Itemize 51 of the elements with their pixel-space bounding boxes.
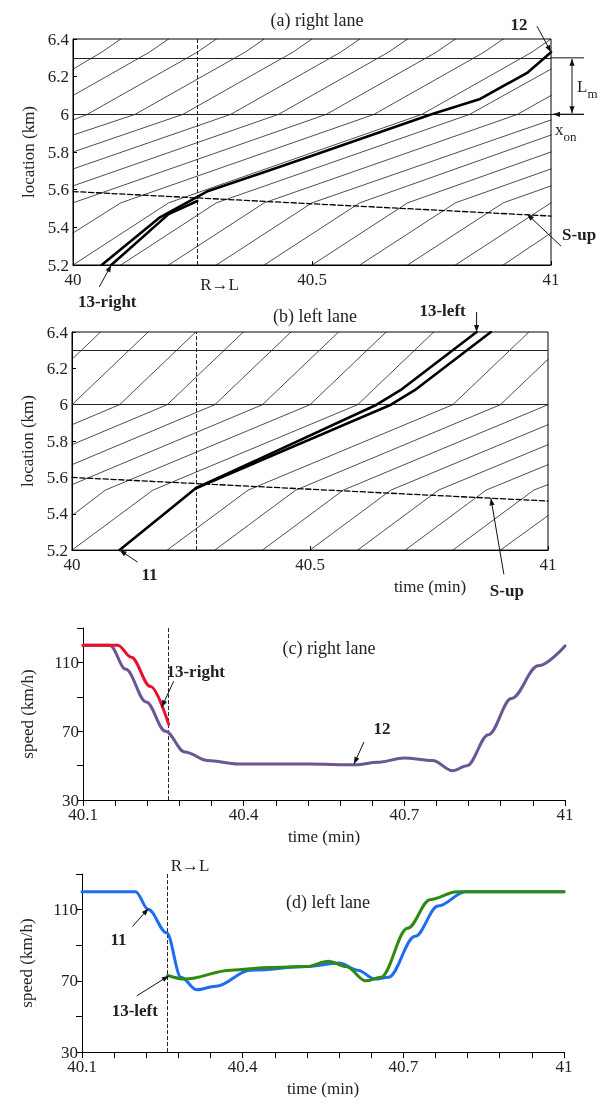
- y-axis-title: speed (km/h): [16, 918, 36, 1008]
- y-axis-title: speed (km/h): [17, 669, 37, 759]
- x-tick-label: 40.7: [389, 805, 420, 825]
- x-axis-title: time (min): [393, 577, 467, 596]
- annotation: 12: [373, 718, 391, 738]
- x-tick-label: 40.4: [227, 1057, 259, 1077]
- y-tick-label: 110: [54, 652, 79, 672]
- x-axis-title: time (min): [287, 827, 361, 846]
- y-tick-label: 110: [53, 900, 78, 920]
- text: L$_{m}$: [577, 76, 598, 102]
- x-tick-label: 41: [539, 555, 557, 575]
- ref-line-label: R→L: [200, 274, 240, 294]
- annotation: 13-right: [166, 661, 226, 681]
- annotation: 13-right: [77, 291, 137, 311]
- chart-title: (a) right lane: [270, 10, 364, 31]
- annotation: 11: [110, 929, 127, 949]
- chart-title: (b) left lane: [273, 306, 357, 327]
- y-tick-label: 70: [61, 971, 78, 991]
- y-tick-label: 6: [60, 104, 69, 124]
- x-axis-title: time (min): [286, 1079, 360, 1098]
- x-tick-label: 40.5: [297, 270, 327, 289]
- x-tick-label: 40.5: [295, 555, 325, 575]
- x-tick-label: 41: [556, 805, 574, 825]
- y-tick-label: 5.4: [47, 217, 70, 237]
- y-tick-label: 5.8: [47, 142, 69, 162]
- y-tick-label: 6.4: [47, 29, 70, 49]
- y-tick-label: 6.4: [46, 322, 69, 342]
- y-tick-label: 5.6: [46, 467, 68, 487]
- y-tick-label: 5.6: [47, 180, 69, 200]
- x-tick-label: 40.4: [228, 805, 260, 825]
- x-tick-label: 41: [542, 270, 560, 289]
- annotation: 13-left: [111, 1000, 159, 1020]
- y-tick-label: 70: [62, 721, 79, 741]
- annotation: 12: [510, 14, 528, 34]
- y-axis-title: location (km): [17, 395, 37, 488]
- text: (d) left lane: [286, 892, 370, 913]
- ref-line-label: x$_{on}$: [555, 119, 577, 145]
- annotation: 11: [141, 564, 158, 584]
- annotation: S-up: [562, 224, 597, 244]
- ref-line-label: R→L: [170, 855, 210, 875]
- annotation: 13-left: [419, 300, 467, 320]
- text: (c) right lane: [282, 638, 376, 659]
- y-tick-label: 5.4: [46, 504, 69, 524]
- y-tick-label: 5.8: [46, 431, 68, 451]
- x-tick-label: 40.7: [388, 1057, 419, 1077]
- y-tick-label: 6.2: [46, 358, 68, 378]
- annotation: S-up: [489, 580, 524, 600]
- y-tick-label: 6.2: [47, 67, 69, 87]
- x-tick-label: 41: [555, 1057, 573, 1077]
- y-tick-label: 6: [59, 395, 68, 415]
- y-axis-title: location (km): [18, 105, 38, 199]
